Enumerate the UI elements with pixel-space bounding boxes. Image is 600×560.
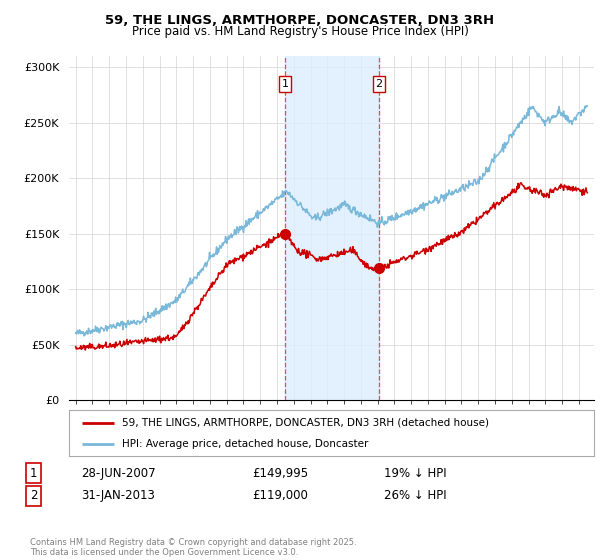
Text: 59, THE LINGS, ARMTHORPE, DONCASTER, DN3 3RH (detached house): 59, THE LINGS, ARMTHORPE, DONCASTER, DN3… (121, 418, 488, 428)
Text: 28-JUN-2007: 28-JUN-2007 (81, 466, 155, 480)
Text: £149,995: £149,995 (252, 466, 308, 480)
Text: 59, THE LINGS, ARMTHORPE, DONCASTER, DN3 3RH: 59, THE LINGS, ARMTHORPE, DONCASTER, DN3… (106, 14, 494, 27)
Text: 31-JAN-2013: 31-JAN-2013 (81, 489, 155, 502)
Text: Contains HM Land Registry data © Crown copyright and database right 2025.
This d: Contains HM Land Registry data © Crown c… (30, 538, 356, 557)
Text: 1: 1 (30, 466, 37, 480)
Text: 2: 2 (30, 489, 37, 502)
Text: 1: 1 (282, 79, 289, 89)
Text: HPI: Average price, detached house, Doncaster: HPI: Average price, detached house, Donc… (121, 439, 368, 449)
Text: £119,000: £119,000 (252, 489, 308, 502)
Text: Price paid vs. HM Land Registry's House Price Index (HPI): Price paid vs. HM Land Registry's House … (131, 25, 469, 38)
Text: 2: 2 (376, 79, 383, 89)
Bar (285, 56, 379, 400)
Text: 19% ↓ HPI: 19% ↓ HPI (384, 466, 446, 480)
Text: 26% ↓ HPI: 26% ↓ HPI (384, 489, 446, 502)
